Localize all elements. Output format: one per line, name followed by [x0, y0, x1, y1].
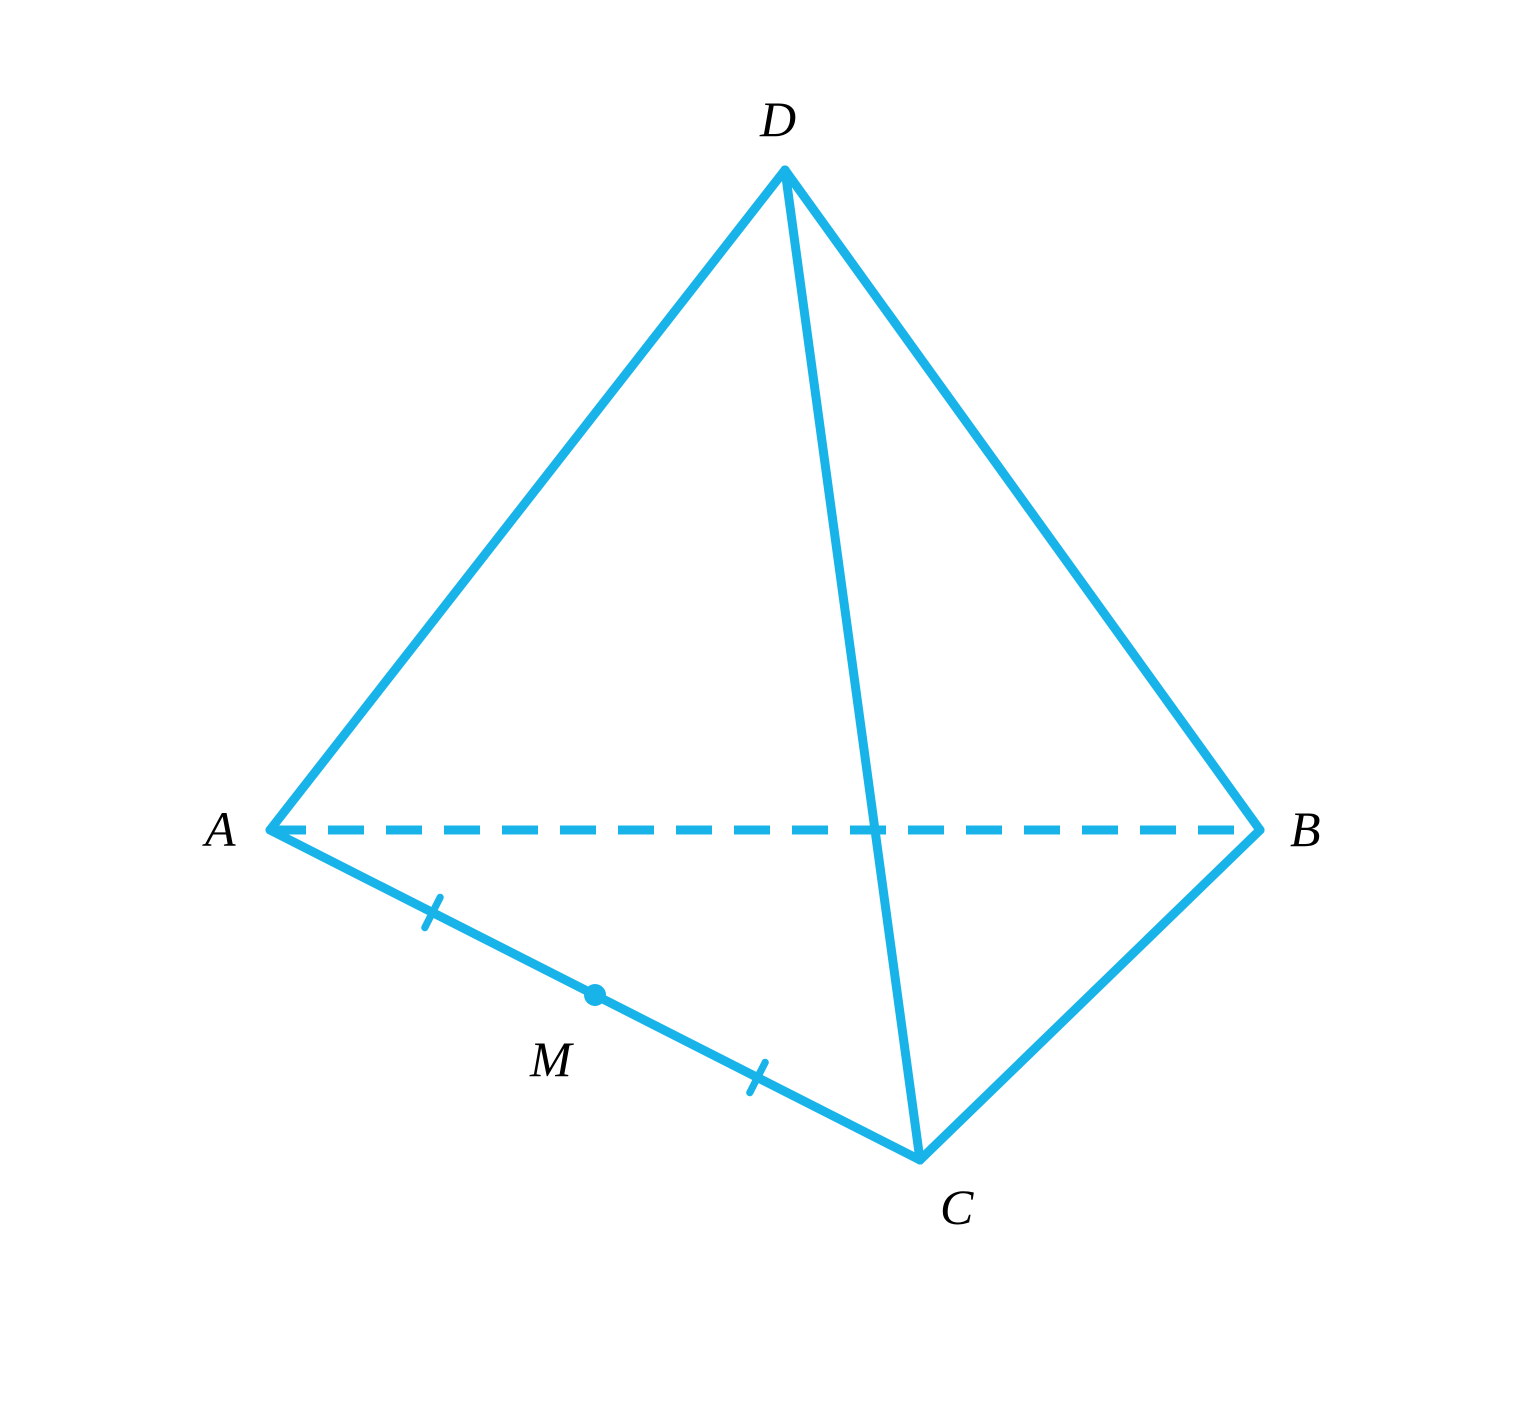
vertex-label-m: M: [530, 1030, 572, 1088]
vertex-label-a: A: [205, 800, 236, 858]
vertex-label-d: D: [760, 90, 796, 148]
vertex-label-b: B: [1290, 800, 1321, 858]
tetrahedron-diagram: [0, 0, 1536, 1404]
vertex-label-c: C: [940, 1178, 973, 1236]
